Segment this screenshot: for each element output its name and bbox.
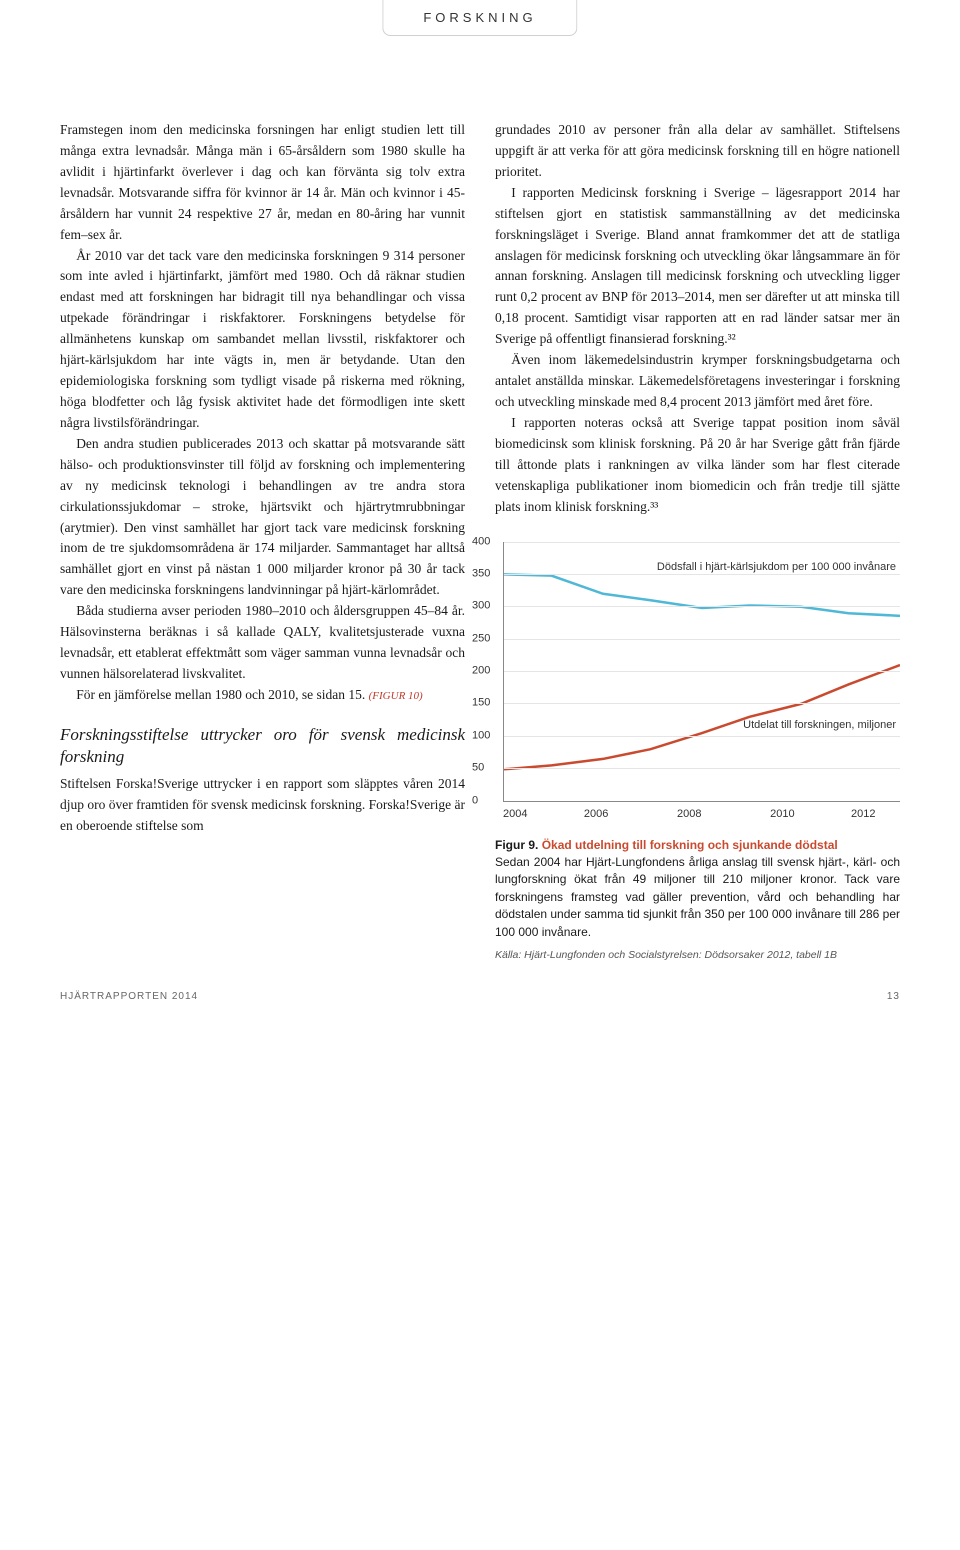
para: Framstegen inom den medicinska forsninge…: [60, 120, 465, 246]
series-label-deaths: Dödsfall i hjärt-kärlsjukdom per 100 000…: [657, 560, 896, 574]
x-tick-label: 2012: [851, 806, 875, 823]
para: År 2010 var det tack vare den medicinska…: [60, 246, 465, 434]
series-deaths: [504, 574, 900, 615]
x-tick-label: 2006: [584, 806, 608, 823]
y-tick-label: 350: [472, 565, 490, 582]
footer-publication: HJÄRTRAPPORTEN 2014: [60, 991, 198, 1002]
subheading: Forskningsstiftelse uttrycker oro för sv…: [60, 724, 465, 768]
para: Båda studierna avser perioden 1980–2010 …: [60, 601, 465, 685]
footer-page-number: 13: [887, 991, 900, 1002]
para: I rapporten Medicinsk forskning i Sverig…: [495, 183, 900, 350]
para: grundades 2010 av personer från alla del…: [495, 120, 900, 183]
y-tick-label: 100: [472, 727, 490, 744]
y-tick-label: 200: [472, 662, 490, 679]
para: Även inom läkemedelsindustrin krymper fo…: [495, 350, 900, 413]
figure-source: Källa: Hjärt-Lungfonden och Socialstyrel…: [495, 947, 900, 963]
figure-ref: (FIGUR 10): [369, 690, 423, 702]
series-label-grants: Utdelat till forskningen, miljoner: [743, 718, 896, 732]
page-footer: HJÄRTRAPPORTEN 2014 13: [60, 991, 900, 1002]
para: För en jämförelse mellan 1980 och 2010, …: [60, 685, 465, 706]
section-tab: FORSKNING: [382, 0, 577, 36]
x-axis-labels: 2004 2006 2008 2010 2012: [503, 802, 900, 823]
x-tick-label: 2010: [770, 806, 794, 823]
x-tick-label: 2008: [677, 806, 701, 823]
y-tick-label: 0: [472, 792, 478, 809]
two-column-body: Framstegen inom den medicinska forsninge…: [60, 120, 900, 963]
figure-title: Ökad utdelning till forskning och sjunka…: [542, 838, 838, 852]
series-grants: [504, 665, 900, 769]
y-tick-label: 150: [472, 695, 490, 712]
para-text: För en jämförelse mellan 1980 och 2010, …: [76, 687, 368, 702]
figure-label: Figur 9.: [495, 838, 538, 852]
line-chart: Dödsfall i hjärt-kärlsjukdom per 100 000…: [503, 542, 900, 802]
para: Den andra studien publicerades 2013 och …: [60, 434, 465, 601]
right-column: grundades 2010 av personer från alla del…: [495, 120, 900, 963]
para: I rapporten noteras också att Sverige ta…: [495, 413, 900, 518]
y-tick-label: 400: [472, 533, 490, 550]
left-column: Framstegen inom den medicinska forsninge…: [60, 120, 465, 963]
figure-body: Sedan 2004 har Hjärt-Lungfondens årliga …: [495, 855, 900, 939]
y-tick-label: 250: [472, 630, 490, 647]
figure-9: Dödsfall i hjärt-kärlsjukdom per 100 000…: [495, 542, 900, 964]
para: Stiftelsen Forska!Sverige uttrycker i en…: [60, 774, 465, 837]
x-tick-label: 2004: [503, 806, 527, 823]
y-tick-label: 50: [472, 760, 484, 777]
figure-caption: Figur 9. Ökad utdelning till forskning o…: [495, 837, 900, 941]
y-tick-label: 300: [472, 598, 490, 615]
